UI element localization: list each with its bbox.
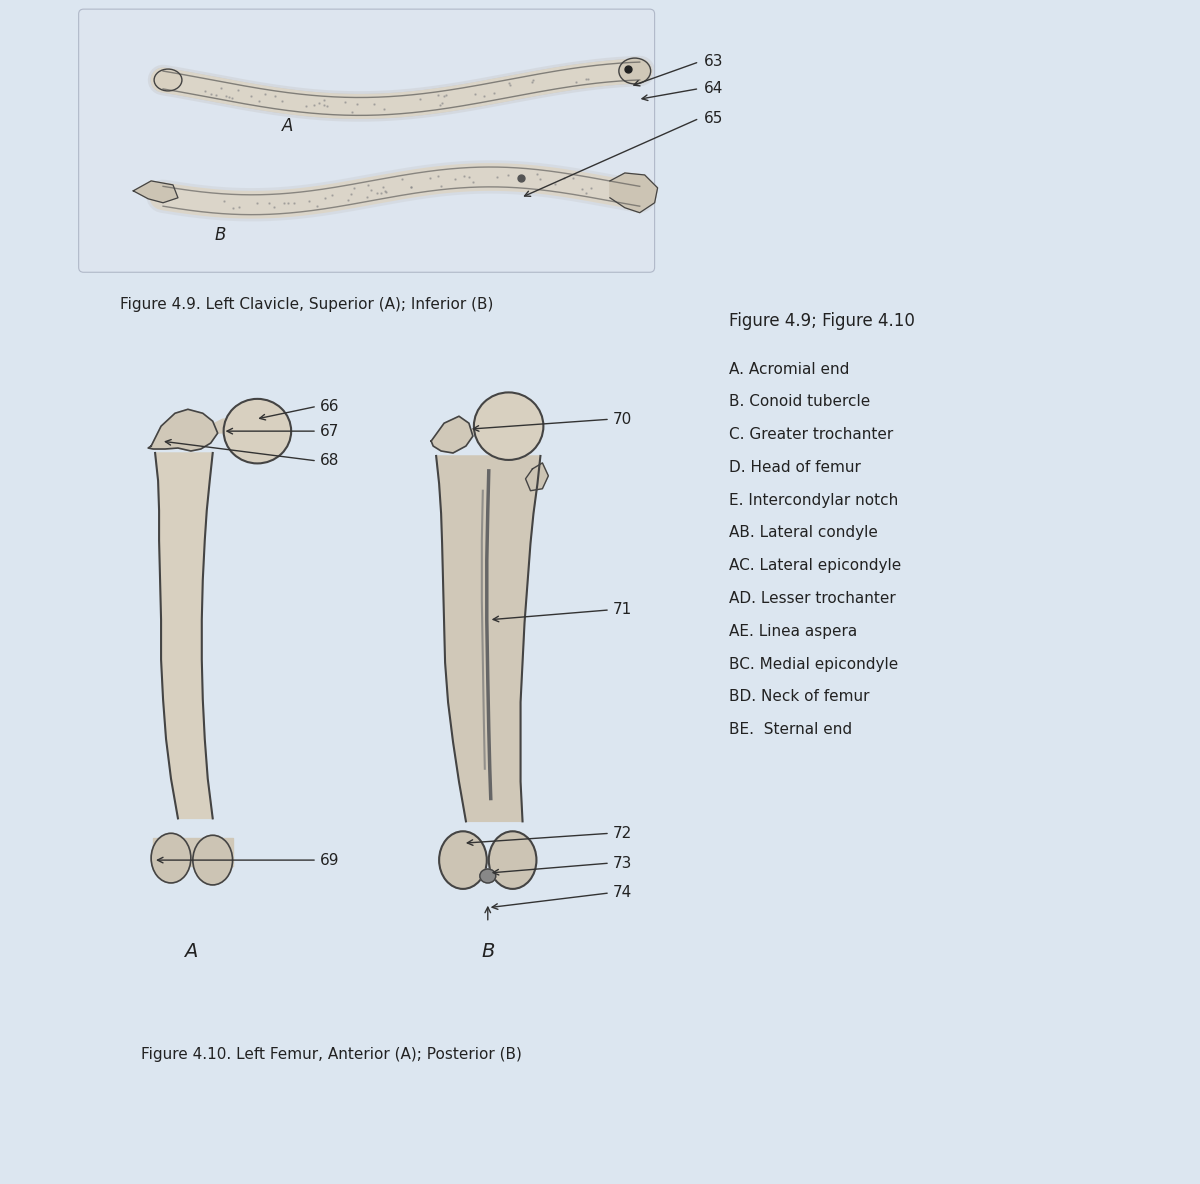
Text: A: A	[282, 117, 293, 135]
Text: B: B	[215, 226, 227, 244]
Text: C. Greater trochanter: C. Greater trochanter	[730, 427, 893, 442]
Text: 71: 71	[613, 603, 632, 617]
Polygon shape	[155, 453, 212, 818]
Text: BD. Neck of femur: BD. Neck of femur	[730, 689, 870, 704]
Text: AD. Lesser trochanter: AD. Lesser trochanter	[730, 591, 896, 606]
Polygon shape	[526, 463, 548, 490]
Ellipse shape	[488, 831, 536, 889]
Text: A. Acromial end: A. Acromial end	[730, 361, 850, 377]
Ellipse shape	[154, 69, 182, 91]
Text: 67: 67	[320, 424, 340, 438]
Text: AC. Lateral epicondyle: AC. Lateral epicondyle	[730, 558, 901, 573]
Text: 64: 64	[704, 81, 724, 96]
Text: B. Conoid tubercle: B. Conoid tubercle	[730, 394, 870, 410]
Text: Figure 4.10. Left Femur, Anterior (A); Posterior (B): Figure 4.10. Left Femur, Anterior (A); P…	[142, 1047, 522, 1062]
Ellipse shape	[619, 58, 650, 84]
Text: BC. Medial epicondyle: BC. Medial epicondyle	[730, 657, 899, 671]
Polygon shape	[463, 413, 509, 436]
Ellipse shape	[474, 392, 544, 459]
Polygon shape	[154, 838, 233, 866]
Polygon shape	[436, 456, 540, 822]
Ellipse shape	[151, 834, 191, 883]
Ellipse shape	[223, 399, 292, 463]
Text: 72: 72	[613, 825, 632, 841]
Polygon shape	[200, 417, 257, 433]
Polygon shape	[431, 417, 473, 453]
Text: BE.  Sternal end: BE. Sternal end	[730, 722, 852, 738]
Text: 70: 70	[613, 412, 632, 426]
Text: 69: 69	[320, 852, 340, 868]
Text: 66: 66	[320, 399, 340, 414]
Text: 68: 68	[320, 453, 340, 469]
Text: D. Head of femur: D. Head of femur	[730, 459, 860, 475]
Text: E. Intercondylar notch: E. Intercondylar notch	[730, 493, 899, 508]
Ellipse shape	[193, 835, 233, 884]
Ellipse shape	[439, 831, 487, 889]
Text: Figure 4.9; Figure 4.10: Figure 4.9; Figure 4.10	[730, 313, 914, 330]
Polygon shape	[133, 181, 178, 202]
Ellipse shape	[480, 869, 496, 883]
FancyBboxPatch shape	[79, 9, 655, 272]
Text: 63: 63	[704, 54, 724, 69]
Polygon shape	[610, 173, 658, 213]
Polygon shape	[148, 410, 217, 451]
Text: 65: 65	[704, 111, 724, 126]
Text: 73: 73	[613, 856, 632, 870]
Text: Figure 4.9. Left Clavicle, Superior (A); Inferior (B): Figure 4.9. Left Clavicle, Superior (A);…	[120, 297, 493, 313]
Text: AE. Linea aspera: AE. Linea aspera	[730, 624, 857, 639]
Text: AB. Lateral condyle: AB. Lateral condyle	[730, 526, 878, 540]
Text: A: A	[184, 942, 198, 961]
Text: B: B	[481, 942, 494, 961]
Text: 74: 74	[613, 886, 632, 900]
